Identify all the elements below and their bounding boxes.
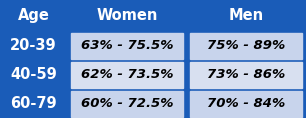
- Bar: [4, 62, 64, 88]
- Text: 63% - 75.5%: 63% - 75.5%: [81, 39, 173, 52]
- Bar: [190, 62, 302, 88]
- Text: 60% - 72.5%: 60% - 72.5%: [81, 97, 173, 110]
- Bar: [71, 1, 183, 30]
- Text: 70% - 84%: 70% - 84%: [207, 97, 285, 110]
- Text: Men: Men: [229, 8, 264, 23]
- Text: 75% - 89%: 75% - 89%: [207, 39, 285, 52]
- Bar: [190, 91, 302, 117]
- Text: Women: Women: [96, 8, 158, 23]
- Bar: [71, 33, 183, 59]
- Bar: [190, 33, 302, 59]
- Bar: [4, 1, 64, 30]
- Text: 20-39: 20-39: [10, 38, 57, 53]
- Bar: [71, 91, 183, 117]
- Bar: [190, 1, 302, 30]
- Bar: [71, 62, 183, 88]
- Bar: [4, 33, 64, 59]
- Text: 40-59: 40-59: [10, 67, 57, 82]
- Bar: [4, 91, 64, 117]
- Text: 62% - 73.5%: 62% - 73.5%: [81, 68, 173, 81]
- Text: 60-79: 60-79: [10, 96, 57, 111]
- Text: Age: Age: [18, 8, 50, 23]
- Text: 73% - 86%: 73% - 86%: [207, 68, 285, 81]
